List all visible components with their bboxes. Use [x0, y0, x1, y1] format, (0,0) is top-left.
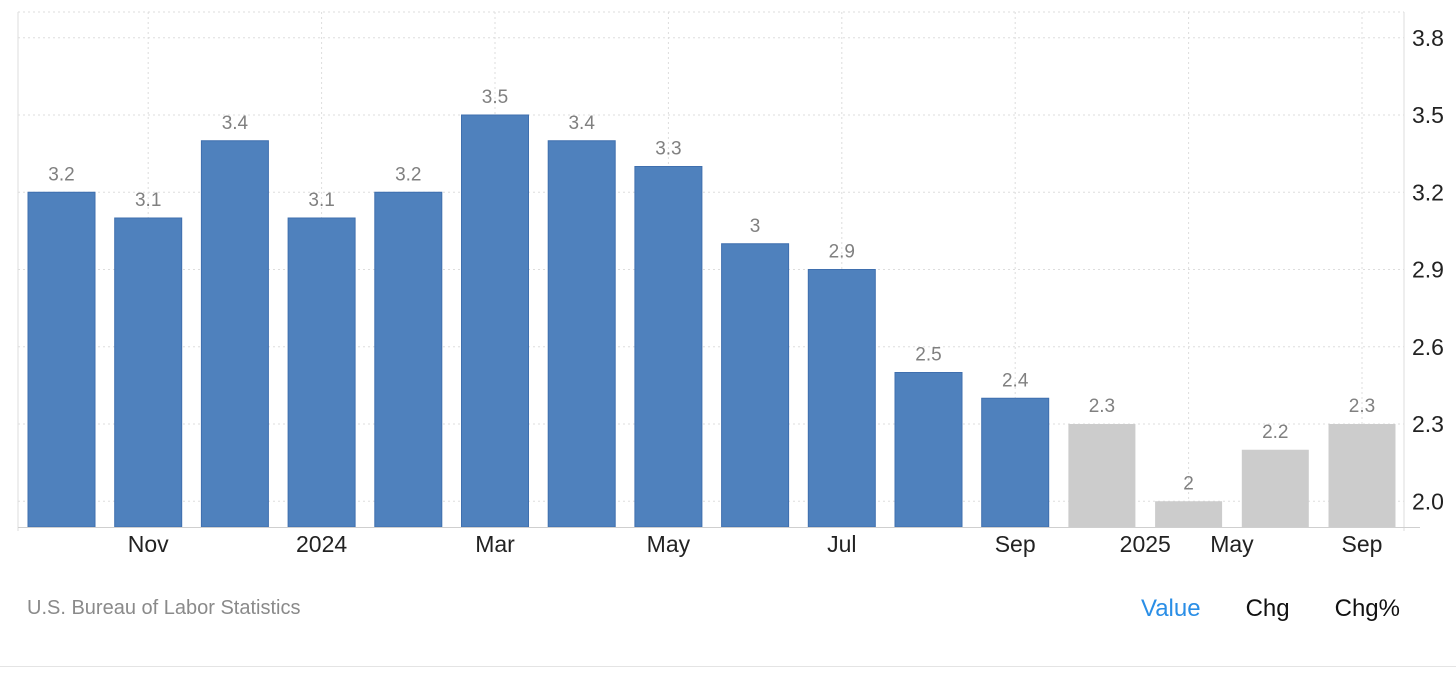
x-tick-label: May: [1210, 531, 1254, 557]
bar-2024-10[interactable]: [1068, 424, 1136, 527]
bar-2024-05[interactable]: [634, 166, 703, 528]
view-tabs: Value Chg Chg%: [1141, 595, 1400, 623]
data-label: 2.5: [915, 345, 941, 366]
y-tick-label: 2.3: [1412, 411, 1444, 437]
bar-2025-01[interactable]: [1328, 424, 1396, 527]
data-label: 2.9: [829, 242, 855, 263]
y-tick-label: 2.0: [1412, 488, 1444, 514]
tab-chg[interactable]: Chg: [1245, 595, 1290, 622]
bar-2023-11[interactable]: [114, 217, 183, 528]
data-label: 2.4: [1002, 370, 1029, 391]
data-label: 3.3: [655, 139, 681, 160]
data-label: 3.2: [395, 164, 421, 185]
bar-2024-02[interactable]: [374, 191, 443, 528]
data-labels: 3.2 3.1 3.4 3.1 3.2 3.5 3.4 3.3 3 2.9 2.5 2.4 2.3 2 2.…: [48, 87, 1375, 494]
data-label: 3.2: [48, 164, 74, 185]
bar-2024-11[interactable]: [1155, 501, 1223, 527]
chart-footer: U.S. Bureau of Labor Statistics Value Ch…: [0, 580, 1456, 640]
data-label: 2.3: [1089, 396, 1115, 417]
bar-2024-09[interactable]: [981, 397, 1050, 528]
data-label: 3: [750, 216, 761, 237]
data-label: 2: [1183, 473, 1194, 494]
bar-2024-12[interactable]: [1241, 449, 1309, 527]
bar-2024-08[interactable]: [894, 372, 963, 528]
bar-2024-03[interactable]: [461, 114, 529, 528]
x-tick-label: Sep: [1342, 531, 1383, 557]
bar-2023-10[interactable]: [27, 191, 96, 528]
y-tick-label: 2.6: [1412, 334, 1444, 360]
x-tick-label: Nov: [128, 531, 169, 557]
bar-2024-07[interactable]: [807, 269, 876, 528]
x-tick-label: May: [647, 531, 691, 557]
tab-value[interactable]: Value: [1140, 595, 1201, 622]
bar-2024-04[interactable]: [547, 140, 616, 528]
x-tick-label: Jul: [827, 531, 856, 557]
data-label: 3.5: [482, 87, 508, 108]
data-label: 2.2: [1262, 422, 1288, 443]
data-label: 2.3: [1349, 396, 1375, 417]
data-label: 3.1: [308, 190, 334, 211]
bar-2024-06[interactable]: [721, 243, 790, 528]
x-tick-label: Mar: [475, 531, 515, 557]
data-label: 3.4: [222, 113, 249, 134]
x-tick-label: 2024: [296, 531, 347, 557]
y-tick-label: 3.5: [1412, 102, 1444, 128]
x-tick-label: 2025: [1120, 531, 1171, 557]
bar-chart: 2.0 2.3 2.6 2.9 3.2 3.5 3.8 Nov 2024 Mar May Jul Sep…: [17, 11, 1444, 557]
axes: 2.0 2.3 2.6 2.9 3.2 3.5 3.8 Nov 2024 Mar May Jul Sep…: [18, 25, 1444, 557]
data-label: 3.1: [135, 190, 161, 211]
y-tick-label: 3.8: [1412, 25, 1444, 51]
bars: [27, 114, 1396, 528]
x-tick-label: Sep: [995, 531, 1036, 557]
data-label: 3.4: [568, 113, 595, 134]
bar-2023-12[interactable]: [200, 140, 269, 528]
bottom-divider: [0, 666, 1456, 667]
tab-chg-percent[interactable]: Chg%: [1334, 595, 1400, 622]
y-tick-label: 2.9: [1412, 257, 1444, 283]
source-credit: U.S. Bureau of Labor Statistics: [27, 597, 301, 619]
bar-2024-01[interactable]: [287, 217, 356, 528]
y-tick-label: 3.2: [1412, 179, 1444, 205]
